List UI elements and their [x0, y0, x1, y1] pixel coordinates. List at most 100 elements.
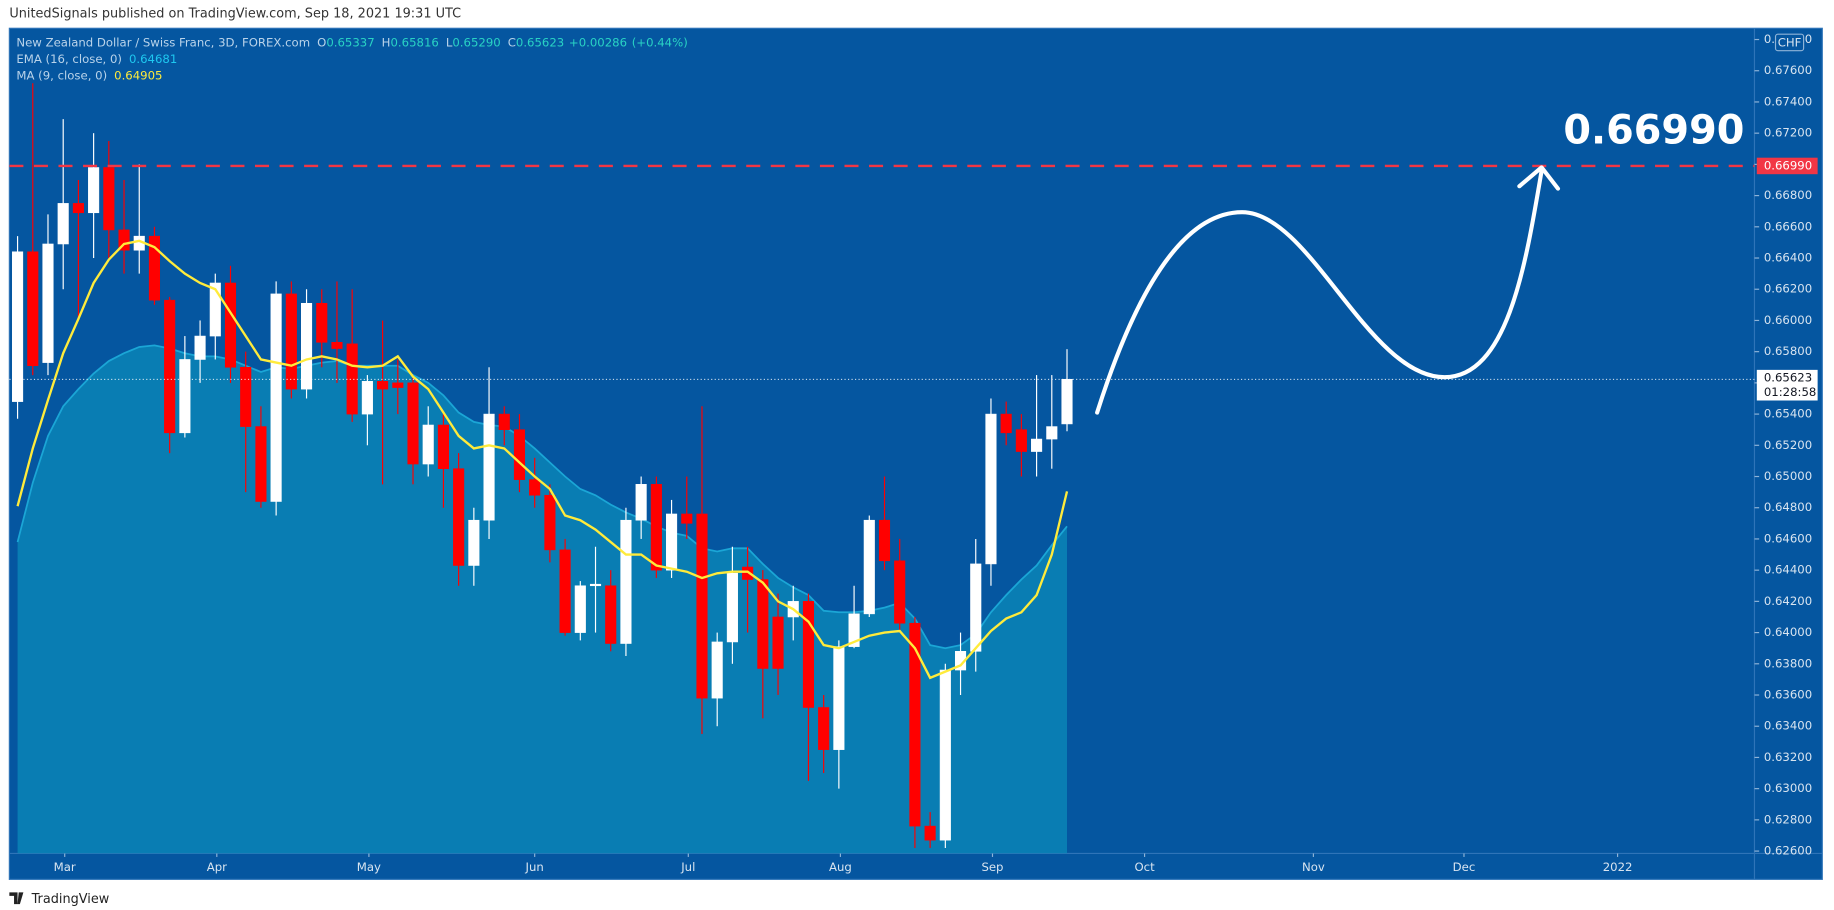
candle-body [103, 167, 115, 231]
y-tick-label: 0.64000 [1764, 625, 1812, 639]
candle-body [726, 572, 738, 643]
target-annotation: 0.66990 [1563, 108, 1744, 154]
candle-body [483, 413, 495, 521]
y-tick-label: 0.67600 [1764, 63, 1812, 77]
candle-body [300, 302, 313, 390]
y-tick-label: 0.64200 [1764, 594, 1812, 608]
candle-body [833, 646, 845, 750]
candle-body [818, 707, 830, 750]
y-tick-label: 0.63000 [1764, 781, 1812, 795]
close-label: C [508, 35, 516, 49]
legend-title: New Zealand Dollar / Swiss Franc, 3D, FO… [16, 35, 687, 49]
candle-body [848, 613, 860, 647]
candle-body [240, 366, 252, 427]
candle-body [285, 293, 297, 390]
candle-body [316, 302, 328, 343]
candle-body [118, 229, 130, 251]
candle-body [605, 585, 617, 644]
candle-body [224, 282, 237, 368]
x-tick-label: Jun [525, 860, 544, 874]
y-tick-label: 0.66800 [1764, 188, 1812, 202]
x-tick-label: Nov [1302, 860, 1325, 874]
candle-body [72, 203, 84, 214]
candle-body [1015, 429, 1027, 452]
x-tick-label: Mar [54, 860, 76, 874]
y-tick-label: 0.65000 [1764, 469, 1812, 483]
y-tick-label: 0.64400 [1764, 563, 1812, 577]
candle-body [544, 494, 556, 551]
candle-body [468, 519, 480, 566]
x-tick-label: Oct [1134, 860, 1155, 874]
y-tick-label: 0.66200 [1764, 282, 1812, 296]
candle-body [361, 381, 373, 415]
last-price-label: 0.65623 [1764, 371, 1812, 385]
change-pct: (+0.44%) [632, 35, 688, 49]
candle-body [589, 583, 602, 587]
symbol: New Zealand Dollar / Swiss Franc, 3D, FO… [16, 35, 310, 49]
candle-body [12, 251, 24, 402]
y-tick-label: 0.63200 [1764, 750, 1812, 764]
y-tick-label: 0.66000 [1764, 313, 1812, 327]
candle-body [377, 381, 389, 390]
low-label: L [446, 35, 453, 49]
high-label: H [382, 35, 391, 49]
x-tick-label: Jul [680, 860, 695, 874]
candle-body [453, 468, 465, 566]
candle-body [635, 484, 647, 521]
ma-name: MA (9, close, 0) [16, 68, 107, 82]
y-tick-label: 0.63400 [1764, 719, 1812, 733]
candle-body [437, 424, 449, 470]
candle-body [939, 669, 951, 841]
publisher-header: UnitedSignals published on TradingView.c… [9, 7, 461, 22]
currency: CHF [1778, 35, 1802, 49]
countdown: 01:28:58 [1764, 385, 1816, 399]
x-tick-label: 2022 [1603, 860, 1633, 874]
candle-body [1061, 378, 1073, 425]
ema-name: EMA (16, close, 0) [16, 51, 122, 65]
candle-body [894, 560, 906, 624]
low-value: 0.65290 [452, 35, 500, 49]
ma-legend: MA (9, close, 0) 0.64905 [16, 68, 162, 82]
candle-body [878, 519, 891, 562]
candle-body [346, 343, 358, 415]
candle-body [88, 167, 100, 214]
candle-body [666, 513, 678, 571]
y-tick-label: 0.67200 [1764, 126, 1812, 140]
x-tick-label: May [357, 860, 381, 874]
ma-value: 0.64905 [114, 68, 162, 82]
candle-body [209, 282, 221, 337]
high-value: 0.65816 [390, 35, 438, 49]
change: +0.00286 [569, 35, 627, 49]
y-tick-label: 0.62800 [1764, 812, 1812, 826]
candle-body [909, 622, 921, 827]
candle-body [985, 413, 997, 565]
candle-body [802, 601, 815, 708]
candle-body [650, 484, 662, 571]
target-price-label: 0.66990 [1764, 158, 1812, 172]
candle-body [164, 299, 176, 434]
y-tick-label: 0.64800 [1764, 500, 1812, 514]
candle-body [498, 413, 510, 430]
candle-body [1031, 438, 1043, 452]
y-tick-label: 0.62600 [1764, 844, 1812, 858]
x-tick-label: Aug [829, 860, 852, 874]
candle-body [407, 382, 419, 465]
footer-brand: TradingView [31, 892, 110, 907]
candle-body [681, 513, 693, 524]
candle-body [1000, 413, 1012, 434]
candle-body [194, 335, 206, 360]
y-tick-label: 0.67400 [1764, 94, 1812, 108]
candle-body [392, 382, 404, 388]
forecast-curve [1095, 168, 1544, 415]
candle-body [422, 424, 434, 465]
candle-body [772, 616, 784, 669]
open-label: O [317, 35, 326, 49]
candle-body [757, 579, 769, 669]
x-tick-label: Dec [1453, 860, 1476, 874]
target-price-box [1756, 157, 1818, 175]
last-price-box [1756, 369, 1818, 401]
logo-icon [9, 892, 24, 905]
candle-body [711, 641, 723, 699]
ema-line [16, 344, 1068, 650]
y-tick-label: 0.66600 [1764, 219, 1812, 233]
